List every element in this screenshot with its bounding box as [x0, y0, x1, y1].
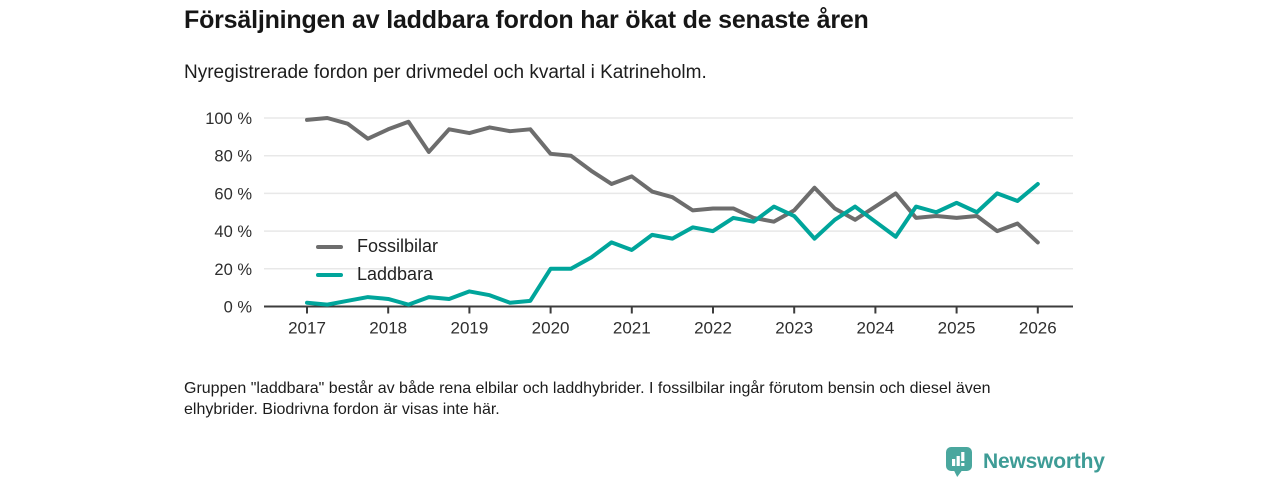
y-axis-label: 0 % [224, 299, 253, 317]
legend-item-fossilbilar: Fossilbilar [316, 236, 438, 257]
x-axis-label: 2022 [694, 319, 732, 338]
x-axis-label: 2021 [613, 319, 651, 338]
x-axis-label: 2017 [288, 319, 326, 338]
y-axis-label: 60 % [214, 185, 252, 203]
x-axis-label: 2024 [856, 319, 894, 338]
x-axis-label: 2025 [938, 319, 976, 338]
chart-legend: Fossilbilar Laddbara [316, 236, 438, 285]
brand-name: Newsworthy [983, 450, 1105, 473]
legend-swatch-icon [316, 272, 343, 277]
brand-logo: Newsworthy [944, 446, 1105, 478]
series-line-fossilbilar [305, 116, 1040, 245]
legend-item-laddbara: Laddbara [316, 264, 438, 285]
x-axis-label: 2026 [1019, 319, 1057, 338]
legend-label: Fossilbilar [357, 236, 439, 256]
y-axis-label: 80 % [214, 148, 252, 166]
page-title: Försäljningen av laddbara fordon har öka… [184, 6, 869, 34]
legend-label: Laddbara [357, 264, 434, 284]
y-axis-label: 20 % [214, 261, 252, 279]
x-axis-label: 2023 [775, 319, 813, 338]
series-line-laddbara [305, 181, 1040, 307]
x-axis-label: 2018 [369, 319, 407, 338]
x-axis-label: 2019 [450, 319, 488, 338]
x-axis-label: 2020 [532, 319, 570, 338]
y-axis-label: 40 % [214, 223, 252, 241]
chart-subtitle: Nyregistrerade fordon per drivmedel och … [184, 62, 707, 83]
y-axis-label: 100 % [205, 110, 252, 128]
legend-swatch-icon [316, 244, 343, 249]
footnote: Gruppen "laddbara" består av både rena e… [184, 380, 991, 419]
newsworthy-logo-icon [946, 447, 972, 477]
